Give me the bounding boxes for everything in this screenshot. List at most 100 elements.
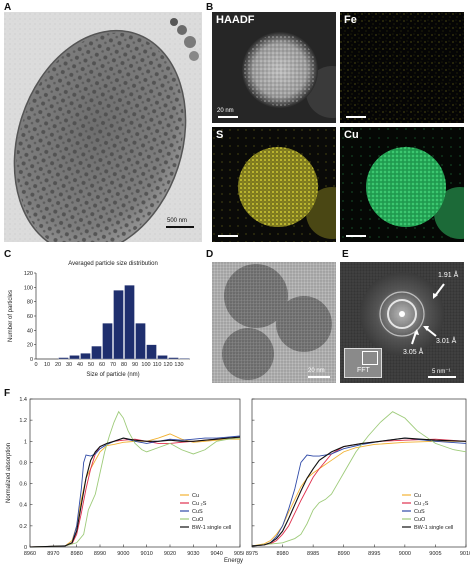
x-tick-label: 60	[99, 362, 105, 368]
y-axis-label: Number of particles	[8, 290, 14, 342]
s-map: S	[212, 127, 336, 242]
x-tick-label: 120	[163, 362, 172, 368]
panel-letter-f: F	[4, 388, 11, 399]
histogram-bar	[80, 353, 91, 360]
y-tick-label: 80	[27, 300, 33, 306]
legend-label: BW-1 single cell	[414, 525, 453, 531]
y-tick-label: 20	[27, 343, 33, 349]
scale-bar	[428, 376, 456, 378]
x-tick-label: 9020	[164, 551, 176, 557]
x-tick-label: 130	[174, 362, 183, 368]
scale-bar	[346, 116, 366, 118]
y-tick-label: 1.2	[19, 418, 27, 424]
s-label: S	[216, 129, 224, 141]
scale-label: 5 nm⁻¹	[432, 369, 451, 375]
x-tick-label: 70	[110, 362, 116, 368]
x-tick-label: 9030	[187, 551, 199, 557]
series-line	[29, 410, 241, 548]
haadf-label: HAADF	[216, 14, 255, 26]
x-tick-label: 9000	[117, 551, 129, 557]
xanes-spectra-full: 0 0.2 0.4 0.6 0.8 1 1.2 1.4 8960 8970 8980 8990 9000…	[6, 397, 244, 564]
y-tick-label: 0.2	[19, 524, 27, 530]
x-tick-label: 8990	[94, 551, 106, 557]
fft-inset: FFT	[344, 348, 382, 378]
series-line	[251, 440, 466, 547]
fe-label: Fe	[344, 14, 357, 26]
plot-frame	[251, 398, 467, 548]
haadf-image: HAADF 20 nm	[212, 12, 336, 123]
series-line	[29, 433, 240, 548]
plot-frame	[29, 398, 241, 548]
y-tick-label: 0.8	[19, 460, 27, 466]
y-tick-label: 100	[24, 285, 33, 291]
cu-label: Cu	[344, 129, 359, 141]
x-axis-label: Energy (eV)	[224, 558, 244, 564]
histogram-bar	[157, 355, 168, 360]
histogram-bar	[58, 357, 69, 360]
legend-label: CuO	[192, 517, 204, 523]
x-tick-label: 8985	[307, 551, 319, 557]
panel-letter-a: A	[4, 2, 12, 13]
series-line	[29, 436, 241, 548]
fe-map: Fe	[340, 12, 464, 123]
legend-label: Cu	[414, 493, 421, 499]
legend-label: CuS	[192, 509, 203, 515]
scale-bar	[166, 226, 194, 228]
scale-bar	[308, 376, 330, 378]
x-tick-label: 8970	[47, 551, 59, 557]
xanes-spectra-zoom: 8975 8980 8985 8990 8995 9000 9005 9010 Cu Cu ₂S C…	[246, 398, 470, 557]
legend-label: BW-1 single cell	[192, 525, 231, 531]
tem-cell-image: 500 nm	[4, 12, 202, 242]
y-tick-label: 60	[27, 314, 33, 320]
particle-size-histogram: Averaged particle size distribution 0 20 40…	[8, 261, 190, 378]
histogram-bar	[168, 357, 179, 360]
y-tick-label: 120	[24, 271, 33, 277]
series-line	[251, 411, 467, 547]
x-tick-label: 80	[121, 362, 127, 368]
x-tick-label: 8990	[338, 551, 350, 557]
histogram-bar	[146, 344, 157, 360]
y-tick-label: 40	[27, 328, 33, 334]
d-spacing-label: 1.91 Å	[438, 272, 459, 279]
histogram-bar	[113, 290, 124, 360]
x-tick-label: 9040	[211, 551, 223, 557]
panel-letter-b: B	[206, 2, 214, 13]
scale-label: 500 nm	[167, 218, 188, 224]
x-tick-label: 50	[88, 362, 94, 368]
diffraction-pattern-image: 1.91 Å 3.01 Å 3.05 Å FFT 5 nm⁻¹	[340, 262, 464, 383]
x-tick-label: 20	[55, 362, 61, 368]
y-tick-label: 1.4	[19, 397, 27, 403]
series-line	[251, 437, 467, 547]
x-tick-label: 90	[132, 362, 138, 368]
legend-label: Cu	[192, 493, 199, 499]
x-axis-label: Size of particle (nm)	[86, 372, 139, 378]
y-axis-label: Normalized absorption	[6, 443, 12, 503]
scale-bar	[218, 116, 238, 118]
panel-letter-e: E	[342, 249, 349, 260]
x-tick-label: 0	[34, 362, 37, 368]
scale-bar	[346, 235, 366, 237]
panel-letter-c: C	[4, 249, 12, 260]
x-tick-label: 9050	[234, 551, 244, 557]
x-tick-label: 10	[44, 362, 50, 368]
scale-bar	[218, 235, 238, 237]
x-tick-label: 9005	[429, 551, 441, 557]
x-tick-label: 100	[141, 362, 150, 368]
legend-label: CuO	[414, 517, 426, 523]
x-tick-label: 8960	[24, 551, 36, 557]
histogram-bar	[69, 355, 80, 360]
y-tick-label: 0.4	[19, 503, 27, 509]
x-tick-label: 8980	[276, 551, 288, 557]
histogram-bar	[179, 358, 190, 360]
y-tick-label: 0	[30, 357, 33, 363]
x-tick-label: 9010	[141, 551, 153, 557]
scale-label: 20 nm	[217, 108, 234, 114]
fft-label: FFT	[357, 367, 370, 374]
x-tick-label: 110	[153, 362, 162, 368]
y-tick-label: 0.6	[19, 482, 27, 488]
x-tick-label: 8980	[71, 551, 83, 557]
x-tick-label: 9000	[399, 551, 411, 557]
histogram-bar	[124, 285, 135, 360]
tem-particles-image: 20 nm	[212, 262, 336, 383]
x-tick-label: 30	[66, 362, 72, 368]
